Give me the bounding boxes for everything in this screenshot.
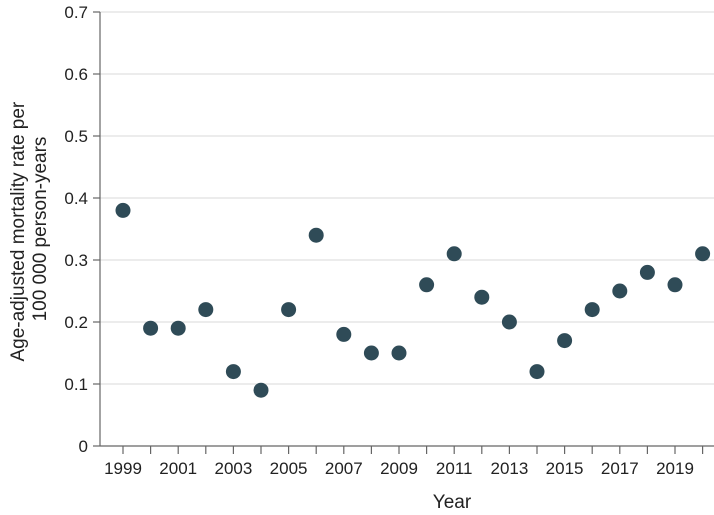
data-point bbox=[419, 277, 435, 293]
data-point bbox=[170, 320, 186, 336]
data-point bbox=[667, 277, 683, 293]
y-tick-label: 0.7 bbox=[64, 3, 88, 22]
y-tick-label: 0.2 bbox=[64, 313, 88, 332]
y-tick-labels: 0 0.1 0.2 0.3 0.4 0.5 0.6 0.7 bbox=[64, 3, 88, 456]
x-tick-label: 2017 bbox=[601, 459, 639, 478]
x-axis-title: Year bbox=[433, 492, 472, 513]
x-tick-label: 2015 bbox=[546, 459, 584, 478]
y-tick-label: 0 bbox=[79, 437, 88, 456]
x-tick-label: 2019 bbox=[656, 459, 694, 478]
axes bbox=[93, 11, 714, 454]
grid-lines bbox=[100, 11, 714, 385]
data-point bbox=[529, 364, 545, 380]
data-point bbox=[557, 333, 573, 349]
data-point bbox=[198, 302, 214, 318]
data-point bbox=[501, 314, 517, 330]
data-point bbox=[695, 246, 711, 262]
x-tick-label: 2011 bbox=[436, 459, 473, 478]
data-point bbox=[391, 345, 407, 361]
y-axis-title-line-1: Age-adjusted mortality rate per bbox=[8, 101, 29, 361]
x-tick-label: 2009 bbox=[380, 459, 418, 478]
x-tick-label: 2001 bbox=[159, 459, 197, 478]
data-point bbox=[612, 283, 628, 299]
data-point bbox=[225, 364, 241, 380]
data-point bbox=[336, 326, 352, 342]
y-tick-label: 0.4 bbox=[64, 189, 88, 208]
y-axis-title: Age-adjusted mortality rate per 100 000 … bbox=[8, 96, 51, 361]
y-tick-label: 0.5 bbox=[64, 127, 88, 146]
data-point bbox=[115, 202, 131, 218]
x-tick-label: 2003 bbox=[214, 459, 252, 478]
x-tick-label: 2013 bbox=[490, 459, 528, 478]
x-tick-labels: 1999 2001 2003 2005 2007 2009 2011 2013 2015 2017… bbox=[104, 459, 694, 478]
data-point bbox=[143, 320, 159, 336]
data-point bbox=[474, 289, 490, 305]
data-point bbox=[639, 264, 655, 280]
data-point bbox=[584, 302, 600, 318]
data-points bbox=[115, 202, 711, 398]
y-tick-label: 0.3 bbox=[64, 251, 88, 270]
y-tick-label: 0.1 bbox=[64, 375, 88, 394]
data-point bbox=[363, 345, 379, 361]
data-point bbox=[253, 382, 269, 398]
data-point bbox=[308, 227, 324, 243]
x-tick-label: 1999 bbox=[104, 459, 142, 478]
data-point bbox=[446, 246, 462, 262]
y-tick-label: 0.6 bbox=[64, 65, 88, 84]
x-tick-label: 2005 bbox=[270, 459, 308, 478]
x-tick-label: 2007 bbox=[325, 459, 363, 478]
y-axis-title-line-2: 100 000 person-years bbox=[30, 137, 51, 322]
data-point bbox=[281, 302, 297, 318]
